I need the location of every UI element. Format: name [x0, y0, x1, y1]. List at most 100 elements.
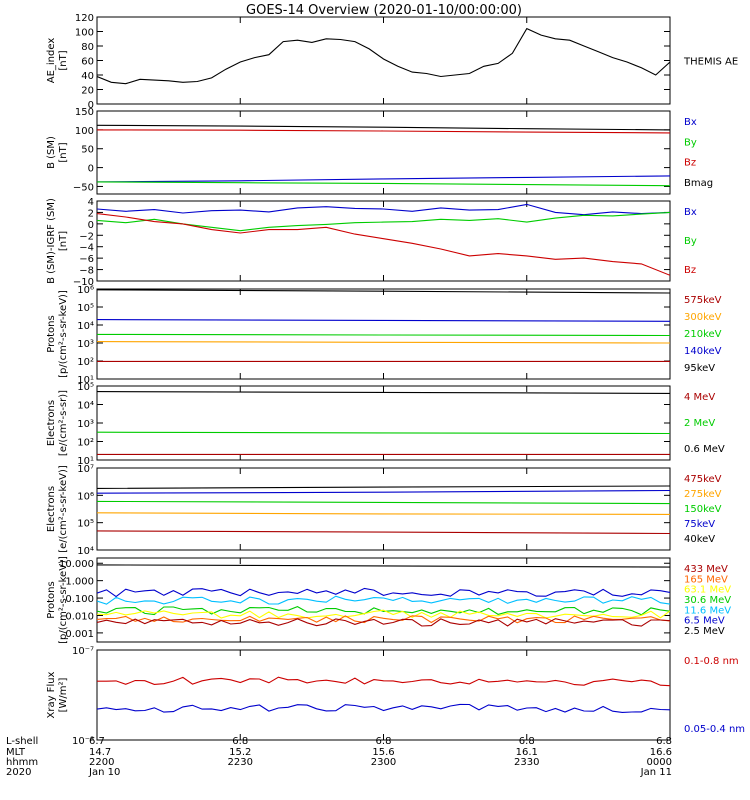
y-tick-label: 150 — [75, 107, 94, 118]
series-line-ae-0 — [97, 27, 670, 85]
y-tick-label: 0.010 — [65, 611, 94, 622]
y-tick-label: 10² — [77, 357, 94, 368]
series-line-electrons_kev-2 — [97, 500, 670, 505]
legend-label: 75keV — [684, 519, 715, 530]
y-tick-label: 20 — [81, 86, 94, 97]
legend-label: 2.5 MeV — [684, 626, 725, 637]
y-tick-label: 4 — [88, 197, 94, 208]
legend-label: Bz — [684, 158, 696, 169]
y-tick-label: 80 — [81, 42, 94, 53]
y-tick-label: 10⁷ — [77, 464, 94, 475]
panel-frame — [96, 16, 671, 105]
y-tick-label: −8 — [79, 266, 94, 277]
y-axis-label: [W/m²] — [58, 677, 69, 712]
y-axis-label: Electrons — [46, 486, 57, 532]
y-tick-label: 10¹ — [77, 456, 94, 467]
legend-label: 2 MeV — [684, 418, 715, 429]
legend-label: 0.05-0.4 nm — [684, 724, 745, 735]
y-tick-label: 10⁵ — [77, 382, 94, 393]
time-axis-tick-label: Jan 11 — [640, 767, 672, 778]
legend-label: Bx — [684, 117, 697, 128]
series-line-xray-1 — [97, 703, 670, 713]
legend-label: 575keV — [684, 295, 722, 306]
series-line-protons_mev-1 — [97, 587, 670, 598]
y-axis-label: [e/(cm²-s-sr)] — [58, 390, 69, 456]
panel-frame — [96, 557, 671, 643]
time-axis-tick-label: Jan 10 — [88, 767, 120, 778]
legend-label: 275keV — [684, 489, 722, 500]
y-tick-label: 10⁻⁷ — [72, 646, 94, 657]
y-tick-label: 10⁴ — [77, 321, 94, 332]
series-line-xray-0 — [97, 676, 670, 687]
time-axis-row-label: MLT — [6, 747, 26, 758]
time-axis-tick-label: 6.8 — [656, 736, 672, 747]
series-line-electrons_mev-0 — [97, 391, 670, 394]
y-tick-label: −50 — [73, 182, 94, 193]
legend-label: 150keV — [684, 504, 722, 515]
legend-label: 0.6 MeV — [684, 444, 725, 455]
series-line-bsm-3 — [97, 124, 670, 131]
series-line-protons_mev-5 — [97, 615, 670, 624]
time-axis-tick-label: 2230 — [228, 757, 253, 768]
time-axis-tick-label: 16.6 — [650, 747, 672, 758]
time-axis-tick-label: 15.2 — [229, 747, 251, 758]
time-axis-row-label: 2020 — [6, 767, 31, 778]
y-tick-label: 10⁶ — [77, 491, 94, 502]
y-tick-label: 10⁻⁸ — [72, 736, 94, 747]
y-tick-label: −4 — [79, 243, 94, 254]
y-tick-label: 10³ — [77, 419, 94, 430]
y-tick-label: 0.100 — [65, 594, 94, 605]
y-tick-label: 120 — [75, 13, 94, 24]
time-axis-tick-label: 2300 — [371, 757, 396, 768]
series-line-electrons_kev-3 — [97, 512, 670, 515]
time-axis-row-label: L-shell — [6, 736, 38, 747]
time-axis-tick-label: 6.8 — [376, 736, 392, 747]
legend-label: 475keV — [684, 474, 722, 485]
y-tick-label: 100 — [75, 126, 94, 137]
series-line-electrons_kev-4 — [97, 530, 670, 535]
series-line-bigrf-1 — [97, 211, 670, 232]
legend-label: 433 MeV — [684, 564, 728, 575]
legend-label: 63.1 MeV — [684, 585, 731, 596]
series-line-protons_low-0 — [97, 289, 670, 294]
y-tick-label: 50 — [81, 145, 94, 156]
time-axis-tick-label: 6.8 — [519, 736, 535, 747]
legend-label: By — [684, 236, 697, 247]
series-line-electrons_kev-1 — [97, 489, 670, 494]
legend-label: Bmag — [684, 178, 713, 189]
y-tick-label: 10¹ — [77, 375, 94, 386]
legend-label: 165 MeV — [684, 574, 728, 585]
y-tick-label: 10.000 — [59, 559, 94, 570]
y-axis-label: [p/(cm²-s-sr-keV)] — [58, 556, 69, 644]
series-line-bsm-1 — [97, 181, 670, 187]
series-line-protons_low-3 — [97, 341, 670, 344]
legend-label: 210keV — [684, 329, 722, 340]
series-line-bigrf-0 — [97, 203, 670, 216]
series-line-electrons_kev-0 — [97, 485, 670, 489]
y-tick-label: 100 — [75, 28, 94, 39]
panel-frame — [96, 467, 671, 551]
panel-bsm: −50 0 50 100 150 B (SM) [nT] Bx By Bz Bmag — [46, 107, 713, 195]
series-line-protons_low-1 — [97, 319, 670, 322]
y-tick-label: 10⁵ — [77, 303, 94, 314]
y-axis-label: AE_index — [46, 38, 57, 84]
y-axis-label: [nT] — [58, 142, 69, 162]
plot-title: GOES-14 Overview (2020-01-10/00:00:00) — [246, 3, 522, 18]
y-tick-label: 60 — [81, 57, 94, 68]
y-tick-label: 10⁴ — [77, 546, 94, 557]
y-axis-label: B (SM) — [46, 136, 57, 169]
time-axis-row-label: hhmm — [6, 757, 38, 768]
y-tick-label: 10⁵ — [77, 519, 94, 530]
y-tick-label: 0 — [88, 220, 94, 231]
y-axis-label: [e/(cm²-s-sr-keV)] — [58, 465, 69, 553]
panel-frame — [96, 288, 671, 380]
time-axis-tick-label: 14.7 — [89, 747, 111, 758]
y-tick-label: −10 — [73, 277, 94, 288]
series-line-protons_mev-3 — [97, 605, 670, 616]
y-axis-label: [p/(cm²-s-sr-keV)] — [58, 290, 69, 378]
legend-label: Bz — [684, 265, 696, 276]
y-axis-label: [nT] — [58, 50, 69, 70]
